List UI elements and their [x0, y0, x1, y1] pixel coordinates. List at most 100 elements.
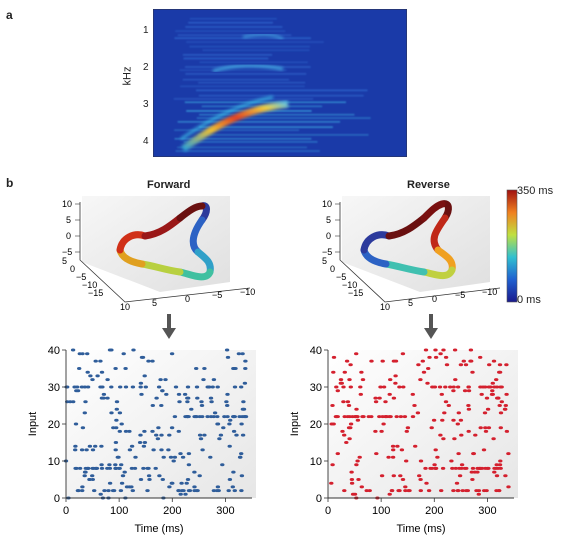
- spike-dot: [173, 385, 179, 389]
- spike-dot: [330, 463, 335, 467]
- spike-dot: [458, 418, 464, 422]
- spike-dot: [452, 437, 457, 441]
- spike-dot: [138, 381, 144, 385]
- spike-dot: [74, 466, 79, 470]
- spike-dot: [448, 385, 453, 389]
- spike-dot: [160, 389, 165, 393]
- fwd-ztick-m5: −5: [62, 247, 72, 257]
- spike-dot: [340, 429, 345, 433]
- spike-dot: [441, 437, 446, 441]
- spike-dot: [212, 411, 218, 415]
- spike-dot: [373, 429, 378, 433]
- spike-dot: [359, 370, 364, 374]
- spike-dot: [497, 463, 503, 467]
- y-tick-label: 20: [310, 419, 322, 431]
- spike-dot: [92, 489, 97, 493]
- spike-dot: [77, 352, 82, 356]
- spike-dot: [403, 485, 408, 489]
- spike-dot: [208, 455, 213, 459]
- spike-dot: [240, 352, 245, 356]
- y-tick-label: 30: [48, 382, 60, 394]
- spike-dot: [456, 489, 461, 493]
- spike-dot: [139, 392, 144, 396]
- spike-dot: [240, 407, 246, 411]
- spike-dot: [83, 470, 88, 474]
- spike-dot: [391, 359, 397, 363]
- spike-dot: [151, 448, 156, 452]
- spike-dot: [377, 396, 382, 400]
- spike-dot: [185, 400, 190, 404]
- spike-dot: [95, 374, 100, 378]
- spike-dot: [91, 466, 96, 470]
- spike-dot: [202, 433, 207, 437]
- spike-dot: [355, 418, 361, 422]
- spike-dot: [118, 489, 124, 493]
- spike-dot: [200, 448, 205, 452]
- spike-dot: [102, 489, 107, 493]
- spike-dot: [155, 437, 161, 441]
- x-tick-label: 200: [163, 505, 181, 517]
- spike-dot: [114, 418, 119, 422]
- spike-dot: [344, 359, 350, 363]
- spike-dot: [115, 455, 121, 459]
- spike-dot: [85, 385, 91, 389]
- spike-dot: [498, 426, 503, 430]
- spike-dot: [348, 426, 353, 430]
- spike-dot: [101, 396, 106, 400]
- spike-dot: [114, 407, 120, 411]
- spike-dot: [466, 385, 471, 389]
- spike-dot: [468, 348, 474, 352]
- spike-dot: [157, 474, 162, 478]
- spike-dot: [456, 411, 461, 415]
- spike-dot: [163, 378, 168, 382]
- spec-ytick-3: 3: [143, 99, 149, 110]
- spike-dot: [380, 359, 385, 363]
- spike-dot: [130, 489, 135, 493]
- spike-dot: [179, 481, 184, 485]
- spike-dot: [478, 426, 483, 430]
- spike-dot: [218, 433, 224, 437]
- spectrogram-band: [185, 26, 283, 28]
- spike-dot: [226, 489, 231, 493]
- spike-dot: [443, 355, 449, 359]
- spike-dot: [459, 463, 465, 467]
- spectrogram-ylabel: kHz: [121, 66, 134, 86]
- spike-dot: [383, 415, 388, 419]
- spike-dot: [109, 385, 114, 389]
- spike-dot: [454, 481, 460, 485]
- spike-dot: [373, 400, 379, 404]
- spike-dot: [239, 452, 244, 456]
- spike-dot: [87, 478, 92, 481]
- spike-dot: [478, 466, 483, 470]
- spike-dot: [391, 474, 396, 478]
- spike-dot: [113, 367, 118, 370]
- spike-dot: [114, 400, 120, 404]
- spike-dot: [154, 433, 159, 437]
- spike-dot: [73, 444, 78, 448]
- spike-dot: [483, 429, 489, 433]
- spectrogram-band: [174, 129, 300, 131]
- spike-dot: [208, 396, 214, 400]
- spike-dot: [222, 415, 227, 419]
- spike-dot: [355, 459, 360, 463]
- spike-dot: [456, 452, 461, 456]
- spike-dot: [410, 392, 415, 396]
- spike-dot: [469, 359, 474, 363]
- spike-dot: [347, 437, 352, 441]
- spike-dot: [225, 404, 230, 407]
- spike-dot: [159, 433, 164, 437]
- spike-dot: [494, 463, 499, 467]
- spike-dot: [214, 489, 220, 493]
- spike-dot: [111, 489, 117, 493]
- spike-dot: [121, 352, 126, 356]
- spike-dot: [473, 433, 478, 437]
- spike-dot: [194, 385, 200, 389]
- spike-dot: [139, 355, 145, 359]
- spike-dot: [379, 429, 384, 433]
- spike-dot: [426, 367, 431, 370]
- x-tick-label: 0: [325, 505, 331, 517]
- spike-dot: [398, 415, 404, 419]
- spike-dot: [234, 433, 239, 437]
- spectrogram: [153, 9, 407, 157]
- spike-dot: [486, 385, 491, 389]
